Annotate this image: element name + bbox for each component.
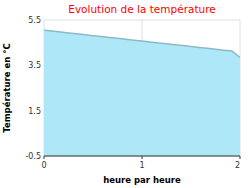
x-tick (142, 156, 143, 159)
line (44, 30, 240, 57)
x-tick-label: 1 (139, 161, 144, 170)
plot-area (44, 30, 240, 156)
x-tick-label: 0 (41, 161, 46, 170)
area (44, 30, 240, 156)
y-axis-label: Température en °C (2, 43, 12, 132)
chart-container: 0 1 2 -0.5 1.5 3.5 5.5 heure par heure Températu… (0, 0, 250, 188)
y-tick-label: 1.5 (28, 107, 41, 116)
axes: 0 1 2 -0.5 1.5 3.5 5.5 (25, 16, 240, 170)
x-tick-label: 2 (235, 161, 240, 170)
y-tick-label: 5.5 (28, 16, 41, 25)
y-tick-label: 3.5 (28, 61, 41, 70)
x-tick (44, 156, 45, 159)
x-axis-label: heure par heure (103, 175, 181, 185)
chart: 0 1 2 -0.5 1.5 3.5 5.5 heure par heure Températu… (0, 0, 250, 188)
x-tick (240, 156, 241, 159)
grid (44, 20, 240, 156)
title: Evolution de la température (68, 3, 215, 15)
y-tick-label: -0.5 (25, 152, 41, 161)
